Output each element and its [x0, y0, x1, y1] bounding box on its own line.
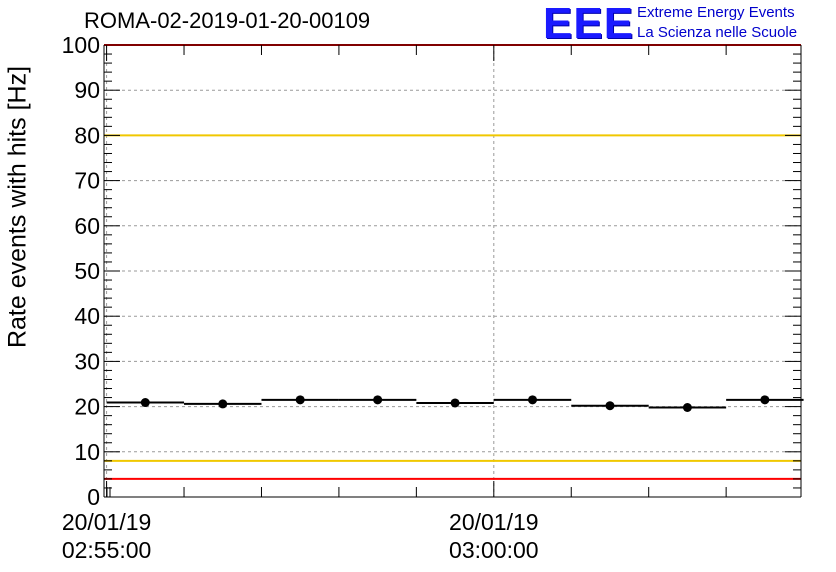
- logo-text-line1: Extreme Energy Events: [637, 4, 795, 21]
- threshold-lines: [104, 44, 801, 480]
- data-point: [295, 395, 305, 405]
- y-tick-label: 90: [74, 77, 100, 103]
- logo-text-line2: La Scienza nelle Scuole: [637, 24, 798, 41]
- data-point: [450, 398, 460, 408]
- y-tick-label: 70: [74, 168, 100, 194]
- x-tick-label-time: 03:00:00: [449, 537, 539, 563]
- plot-frame: [103, 44, 802, 498]
- y-axis-ticks: 0 10 20 30 40 50 60 70 80 90 100: [62, 32, 801, 510]
- data-point: [218, 399, 228, 409]
- y-tick-label: 10: [74, 439, 100, 465]
- eee-logo: EEE: [543, 0, 635, 48]
- y-tick-label: 40: [74, 303, 100, 329]
- y-tick-label: 20: [74, 394, 100, 420]
- grid-lines: [104, 45, 801, 497]
- x-tick-label-time: 02:55:00: [62, 537, 152, 563]
- data-point: [373, 395, 383, 405]
- data-point: [605, 401, 615, 411]
- y-tick-label: 0: [87, 484, 100, 510]
- x-tick-label-date: 20/01/19: [62, 509, 152, 535]
- y-tick-label: 30: [74, 348, 100, 374]
- y-axis-label: Rate events with hits [Hz]: [3, 65, 32, 349]
- y-tick-label: 80: [74, 122, 100, 148]
- y-tick-label: 50: [74, 258, 100, 284]
- data-point: [140, 398, 150, 408]
- data-point: [682, 403, 692, 413]
- y-tick-label: 60: [74, 213, 100, 239]
- data-series: [106, 395, 804, 413]
- data-point: [760, 395, 770, 405]
- chart-title: ROMA-02-2019-01-20-00109: [84, 8, 371, 33]
- data-point: [528, 395, 538, 405]
- x-tick-label-date: 20/01/19: [449, 509, 539, 535]
- y-tick-label: 100: [62, 32, 100, 58]
